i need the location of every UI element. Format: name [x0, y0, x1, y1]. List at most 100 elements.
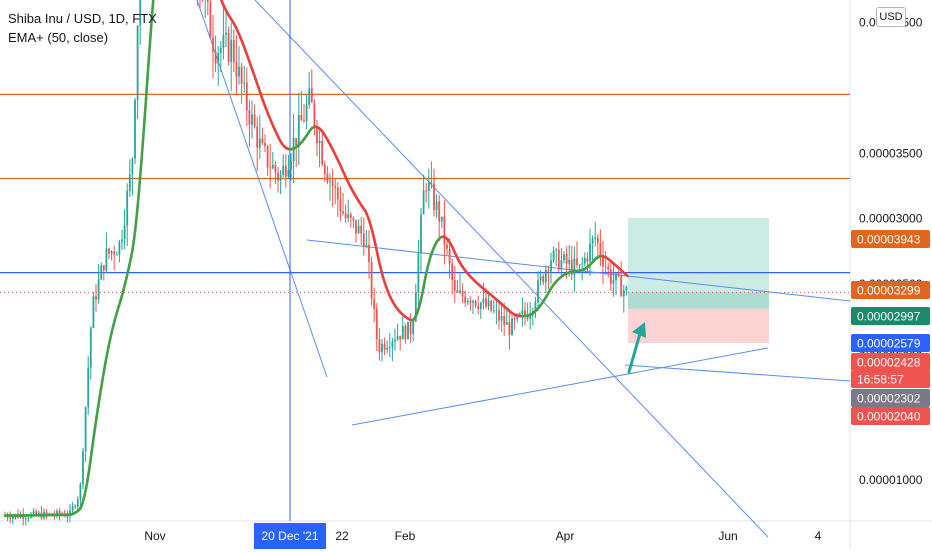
x-tick-label: Feb [395, 529, 416, 543]
candle-body [246, 83, 248, 111]
candle-body [262, 138, 264, 142]
candle-body [345, 213, 347, 218]
candle-body [514, 319, 516, 320]
ema-line [626, 275, 628, 276]
candle-body [95, 296, 97, 299]
candle-body [420, 214, 422, 253]
ema-line [137, 197, 139, 213]
candle-body [267, 146, 269, 167]
candle-body [561, 260, 563, 270]
price-label-text: 0.00003299 [857, 284, 921, 298]
candle-body [251, 114, 253, 124]
candle-body [353, 218, 355, 220]
candle-body [410, 322, 412, 334]
candle-body [298, 115, 300, 146]
x-tick-label: Apr [556, 529, 575, 543]
candle-body [87, 368, 89, 408]
stop-zone [628, 309, 769, 343]
candle-body [210, 2, 212, 37]
candle-body [282, 166, 284, 175]
candle-body [285, 166, 287, 177]
candle-body [223, 35, 225, 48]
candle-body [449, 249, 451, 264]
ema-line [100, 389, 102, 398]
candle-body [98, 279, 100, 299]
ema-line [88, 471, 90, 480]
candle-body [321, 141, 323, 164]
candle-body [506, 322, 508, 325]
candle-body [311, 88, 313, 102]
candle-body [490, 301, 492, 311]
candle-body [464, 297, 466, 303]
ema-line [142, 141, 144, 161]
candle-body [358, 226, 360, 234]
candle-body [72, 507, 74, 511]
candle-body [363, 234, 365, 247]
candle-body [470, 301, 472, 303]
candle-body [100, 265, 102, 279]
candle-body [230, 40, 232, 62]
candle-body [241, 67, 243, 84]
candle-body [329, 181, 331, 182]
candle-body [545, 270, 547, 282]
price-label-text: 16:58:57 [857, 373, 904, 387]
candle-body [355, 220, 357, 233]
currency-button[interactable]: USD [876, 7, 906, 27]
candle-body [428, 182, 430, 191]
candle-body [626, 287, 628, 290]
price-label-text: 0.00002302 [857, 392, 921, 406]
candle-body [503, 316, 505, 325]
candle-body [592, 238, 594, 243]
candle-body [33, 511, 35, 514]
candle-body [77, 499, 79, 506]
candle-body [431, 182, 433, 184]
candle-body [269, 167, 271, 168]
candle-body [397, 336, 399, 340]
candle-body [207, 0, 209, 2]
price-label-text: 0.00002579 [857, 337, 921, 351]
x-tick-label: 22 [335, 529, 349, 543]
candle-body [493, 310, 495, 311]
candle-body [615, 274, 617, 281]
candle-body [589, 244, 591, 262]
candle-body [618, 274, 620, 276]
candle-body [384, 344, 386, 350]
ema-line [146, 78, 148, 100]
candle-body [498, 310, 500, 320]
candle-body [540, 276, 542, 280]
candle-body [620, 275, 622, 296]
symbol-title: Shiba Inu / USD, 1D, FTX [8, 9, 157, 28]
candle-body [238, 67, 240, 77]
candle-body [324, 164, 326, 174]
candle-body [386, 348, 388, 350]
candle-body [249, 110, 251, 124]
candle-body [436, 202, 438, 210]
candle-body [342, 212, 344, 214]
candle-body [113, 251, 115, 254]
candle-body [233, 40, 235, 62]
candle-body [220, 48, 222, 53]
candle-body [350, 214, 352, 218]
candle-body [243, 83, 245, 84]
candle-body [121, 240, 123, 242]
price-label-text: 0.00002997 [857, 310, 921, 324]
candle-body [605, 267, 607, 268]
candle-body [332, 181, 334, 187]
candle-body [376, 309, 378, 340]
candle-body [360, 226, 362, 234]
candle-body [399, 336, 401, 339]
candle-body [373, 299, 375, 309]
candle-body [467, 301, 469, 303]
candle-body [228, 33, 230, 62]
candle-body [254, 114, 256, 126]
candle-body [444, 217, 446, 245]
ema-line [103, 371, 105, 380]
candle-body [594, 238, 596, 239]
candle-body [288, 170, 290, 177]
ema-line [98, 398, 100, 408]
candle-body [496, 310, 498, 311]
candle-body [581, 263, 583, 264]
candle-body [459, 291, 461, 293]
